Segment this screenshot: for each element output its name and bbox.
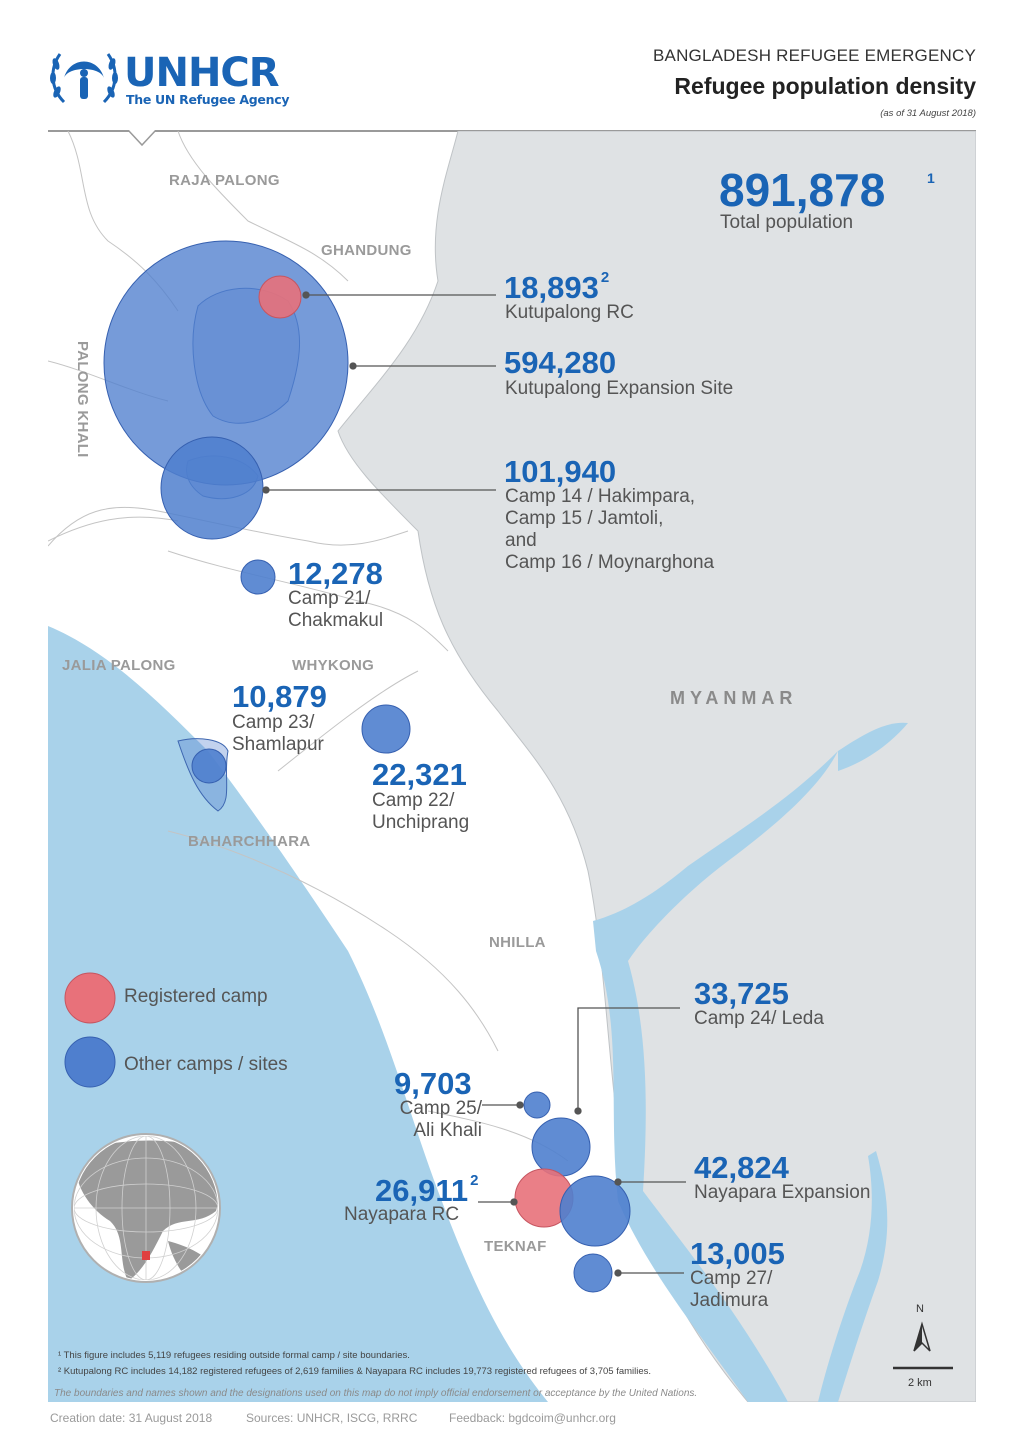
header-supertitle: BANGLADESH REFUGEE EMERGENCY — [653, 46, 976, 65]
camp-circle-shamlapur — [191, 748, 227, 784]
sources: Sources: UNHCR, ISCG, RRRC — [246, 1411, 418, 1425]
legend-registered-swatch — [64, 972, 116, 1024]
total-population-footnote-mark: 1 — [927, 170, 935, 186]
camp-circles — [103, 240, 631, 1293]
camp-name-shamlapur: Camp 23/ Shamlapur — [232, 712, 324, 755]
north-label: N — [916, 1303, 924, 1315]
camp-value-jadimura: 13,005 — [690, 1236, 785, 1271]
place-baharchhara: BAHARCHHARA — [188, 833, 311, 850]
camp-circle-unchiprang — [361, 704, 411, 754]
country-label-myanmar: MYANMAR — [670, 688, 798, 708]
camp-name-hakimpara: Camp 14 / Hakimpara, Camp 15 / Jamtoli, … — [505, 486, 715, 573]
camp-value-leda: 33,725 — [694, 976, 789, 1011]
camp-name-leda: Camp 24/ Leda — [694, 1008, 824, 1029]
camp-name-kutupalong-expansion: Kutupalong Expansion Site — [505, 378, 734, 399]
camp-name-ali-khali: Camp 25/ Ali Khali — [399, 1098, 482, 1141]
naf-river — [593, 751, 838, 1402]
total-population-value: 891,878 — [719, 164, 886, 216]
camp-circle-kutupalong-rc — [258, 275, 302, 319]
camp-name-nayapara-rc: Nayapara RC — [344, 1204, 460, 1225]
footnote-2: ² Kutupalong RC includes 14,182 register… — [58, 1366, 652, 1377]
feedback: Feedback: bgdcoim@unhcr.org — [449, 1411, 616, 1425]
logo-subtitle: The UN Refugee Agency — [126, 92, 290, 107]
camp-value-unchiprang: 22,321 — [372, 757, 467, 792]
place-raja-palong: RAJA PALONG — [169, 172, 280, 189]
place-teknaf: TEKNAF — [484, 1238, 547, 1255]
locator-globe — [71, 1133, 221, 1283]
legend-other-label: Other camps / sites — [124, 1054, 288, 1075]
camp-circle-chakmakul — [240, 559, 276, 595]
map-canvas — [48, 131, 976, 1402]
scale-label: 2 km — [908, 1377, 932, 1389]
legend-registered-label: Registered camp — [124, 986, 268, 1007]
place-nhilla: NHILLA — [489, 934, 546, 951]
camp-name-kutupalong-rc: Kutupalong RC — [505, 302, 634, 323]
camp-value-hakimpara: 101,940 — [504, 454, 617, 489]
creation-date: Creation date: 31 August 2018 — [50, 1411, 213, 1425]
footnote-1: ¹ This figure includes 5,119 refugees re… — [58, 1350, 410, 1361]
disclaimer: The boundaries and names shown and the d… — [54, 1388, 698, 1399]
camp-name-nayapara-expansion: Nayapara Expansion — [694, 1182, 871, 1203]
camp-value-chakmakul: 12,278 — [288, 556, 383, 591]
camp-name-chakmakul: Camp 21/ Chakmakul — [288, 588, 384, 631]
camp-value-nayapara-rc: 26,911 2 — [375, 1172, 479, 1208]
map-frame: RAJA PALONG GHANDUNG PALONG KHALI JALIA … — [48, 131, 976, 1402]
camp-value-nayapara-expansion: 42,824 — [694, 1150, 789, 1185]
place-ghandung: GHANDUNG — [321, 242, 412, 259]
unhcr-logo: UNHCR The UN Refugee Agency — [48, 46, 308, 116]
place-palong-khali: PALONG KHALI — [74, 341, 91, 458]
camp-circle-nayapara-expansion — [559, 1175, 631, 1247]
camp-name-jadimura: Camp 27/ Jadimura — [690, 1268, 773, 1311]
place-whykong: WHYKONG — [292, 657, 375, 674]
header-pointer — [127, 130, 157, 147]
camp-value-shamlapur: 10,879 — [232, 679, 327, 714]
logo-wordmark: UNHCR — [124, 50, 280, 96]
place-jalia-palong: JALIA PALONG — [62, 657, 176, 674]
camp-circle-jadimura — [573, 1253, 613, 1293]
north-arrow — [913, 1321, 931, 1352]
laurel-logo-icon — [50, 53, 118, 104]
date-note: (as of 31 August 2018) — [880, 108, 976, 119]
camp-circle-hakimpara-jamtoli-moynarghona — [160, 436, 264, 540]
camp-name-unchiprang: Camp 22/ Unchiprang — [372, 790, 470, 833]
camp-value-kutupalong-expansion: 594,280 — [504, 345, 617, 380]
camp-value-ali-khali: 9,703 — [394, 1066, 472, 1101]
page-title: Refugee population density — [674, 73, 976, 99]
camp-circle-ali-khali — [523, 1091, 551, 1119]
camp-value-kutupalong-rc: 18,893 2 — [504, 269, 610, 305]
legend-other-swatch — [64, 1036, 116, 1088]
total-population-label: Total population — [720, 212, 854, 233]
camp-circle-leda — [531, 1117, 591, 1177]
